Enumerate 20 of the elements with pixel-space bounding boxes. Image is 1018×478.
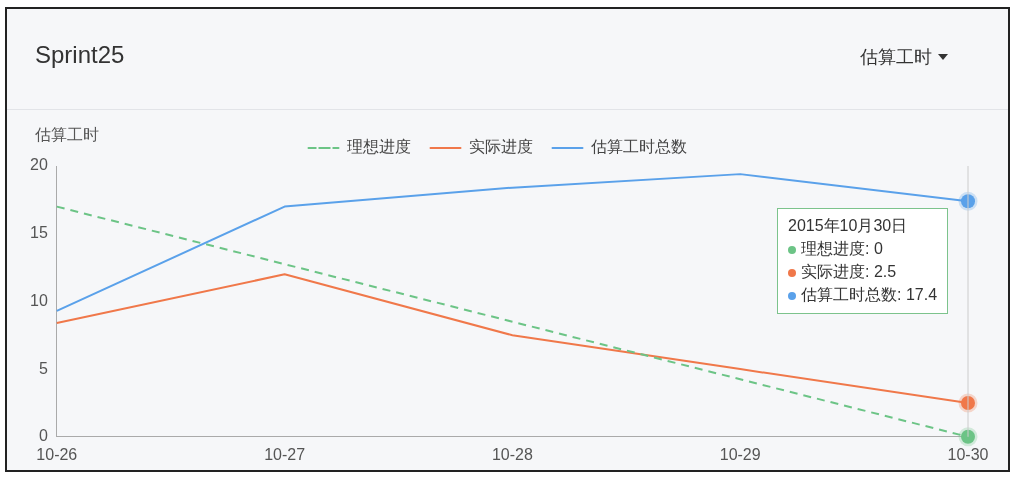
legend-label: 估算工时总数 (589, 137, 687, 157)
x-tick-label: 10-27 (264, 445, 306, 463)
annotation: 理想进度: 0 (801, 239, 883, 259)
annotation: 实际进度: 2.5 (801, 262, 897, 282)
legend-label: 理想进度 (346, 137, 411, 157)
legend-label: 实际进度 (468, 137, 533, 157)
y-tick-label: 15 (30, 224, 48, 242)
y-tick-label: 0 (38, 427, 48, 445)
y-tick-label: 10 (30, 291, 48, 309)
annotation: 估算工时总数: 17.4 (801, 285, 938, 305)
x-tick-label: 10-29 (719, 445, 761, 463)
y-tick-label: 5 (38, 359, 48, 377)
x-tick-label: 10-30 (947, 445, 989, 463)
annotation: 2015年10月30日 (788, 216, 908, 236)
x-tick-label: 10-26 (36, 445, 78, 463)
x-tick-label: 10-28 (491, 445, 533, 463)
y-axis-title: 估算工时 (34, 125, 99, 145)
chart-subtitle: 估算工时 (860, 46, 932, 69)
y-tick-label: 20 (30, 156, 48, 174)
chart-title: Sprint25 (35, 41, 125, 69)
